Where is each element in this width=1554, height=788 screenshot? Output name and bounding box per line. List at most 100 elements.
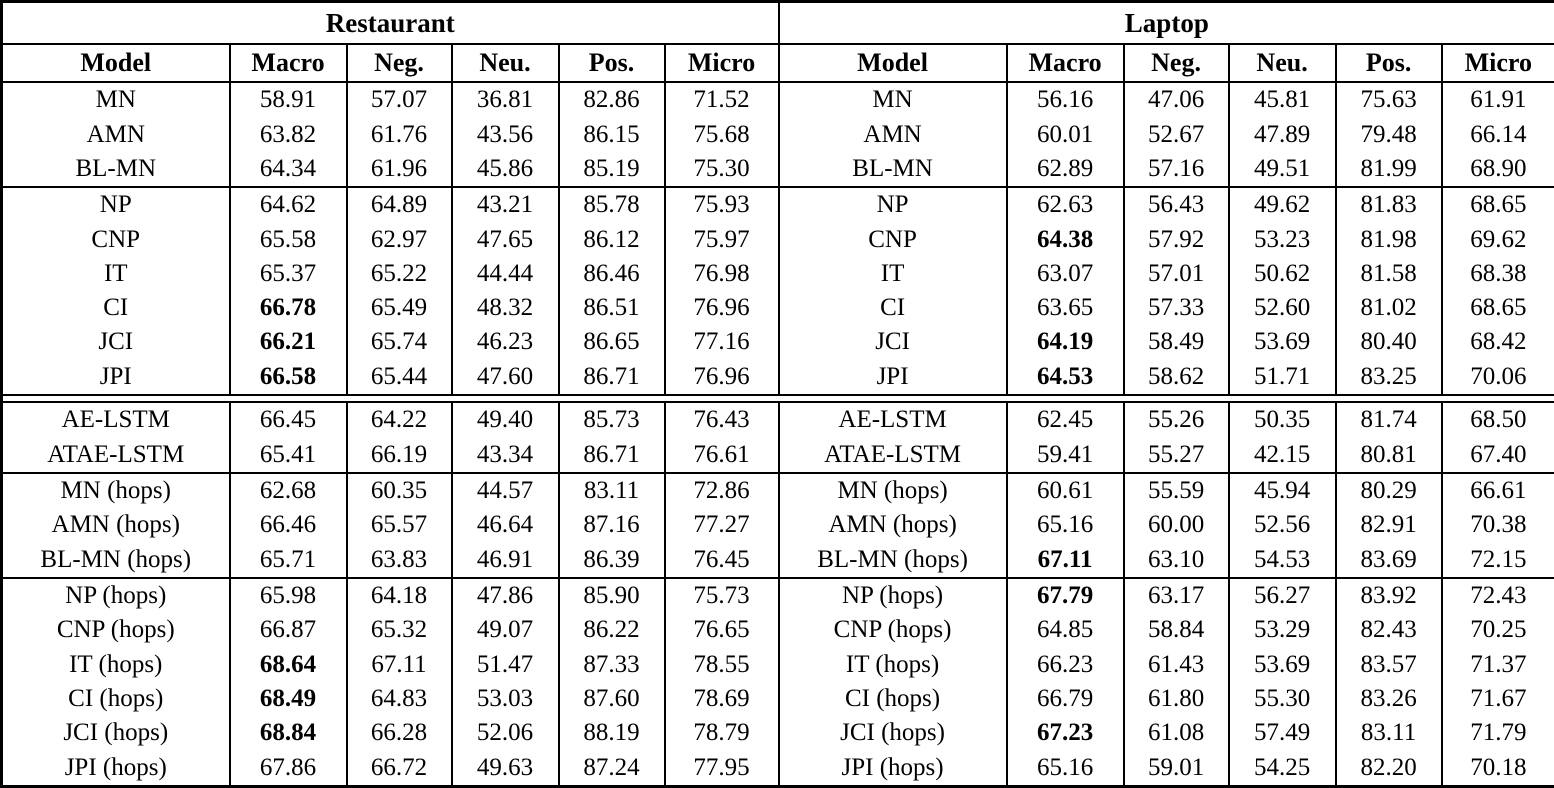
restaurant-macro-value-cell: 66.46 (228, 508, 347, 543)
restaurant-neu-value-cell: 43.34 (450, 437, 559, 473)
laptop-macro-value-cell: 64.38 (1005, 222, 1124, 257)
restaurant-model-cell: JCI (hops) (63, 719, 169, 747)
laptop-pos-value-cell: 80.29 (1334, 471, 1442, 509)
restaurant-model-cell: AE-LSTM (61, 406, 170, 434)
laptop-neg-value-cell: 55.27 (1122, 437, 1229, 473)
laptop-model-cell: JCI (hops) (777, 716, 1007, 751)
table-row: AMN 63.82 61.76 43.56 86.15 75.68 AMN 60.01 52.6… (2, 117, 1554, 152)
laptop-pos-value-cell: 83.69 (1334, 542, 1442, 578)
restaurant-neu-value-cell: 43.56 (450, 117, 559, 152)
table-row: JCI 66.21 65.74 46.23 86.65 77.16 JCI 64.19 58.4… (2, 325, 1554, 360)
laptop-micro-value-cell: 68.38 (1440, 256, 1554, 291)
restaurant-neg-value-cell: 64.22 (345, 402, 452, 438)
restaurant-pos-value-cell: 86.12 (557, 222, 665, 257)
laptop-model-cell: CI (hops) (777, 681, 1007, 717)
restaurant-micro-value-cell: 71.52 (663, 82, 779, 118)
table-row: CI 66.78 65.49 48.32 86.51 76.96 CI 63.65 57.33 5… (2, 290, 1554, 326)
restaurant-neg-value-cell: 61.96 (345, 151, 452, 187)
restaurant-pos-value-cell: 87.33 (557, 647, 665, 682)
restaurant-micro-value-cell: 75.30 (663, 151, 779, 187)
restaurant-neg-value-cell: 66.72 (345, 750, 452, 787)
restaurant-micro-value-cell: 72.86 (663, 471, 779, 509)
laptop-neg-value-cell: 56.43 (1122, 185, 1229, 223)
restaurant-neu-value-cell: 47.65 (450, 222, 559, 257)
restaurant-macro-value-cell: 64.62 (228, 185, 347, 223)
laptop-micro-value-cell: 71.67 (1440, 681, 1554, 717)
restaurant-macro-value-cell: 65.71 (228, 542, 347, 578)
table-row: CNP (hops) 66.87 65.32 49.07 86.22 76.65 CNP (… (2, 613, 1554, 648)
laptop-model-cell: AMN (hops) (777, 508, 1007, 543)
laptop-model-cell: AMN (777, 117, 1007, 152)
col-header-laptop-macro: Macro (1005, 44, 1124, 83)
restaurant-macro-value-cell: 65.41 (228, 437, 347, 473)
col-header-restaurant-macro: Macro (228, 44, 347, 83)
laptop-pos-value-cell: 82.20 (1334, 750, 1442, 787)
col-header-laptop-neu: Neu. (1227, 44, 1336, 83)
restaurant-macro-value-cell: 66.58 (228, 359, 347, 395)
restaurant-neg-value-cell: 64.89 (345, 185, 452, 223)
laptop-neu-value-cell: 52.56 (1227, 508, 1336, 543)
restaurant-pos-value-cell: 88.19 (557, 716, 665, 751)
restaurant-pos-value-cell: 86.46 (557, 256, 665, 291)
laptop-micro-value-cell: 69.62 (1440, 222, 1554, 257)
restaurant-model-cell: AMN (hops) (51, 511, 180, 539)
laptop-pos-value-cell: 82.91 (1334, 508, 1442, 543)
restaurant-neg-value-cell: 65.74 (345, 325, 452, 360)
restaurant-model-cell: CNP (91, 225, 141, 253)
laptop-micro-value-cell: 70.38 (1440, 508, 1554, 543)
laptop-pos-value-cell: 80.40 (1334, 325, 1442, 360)
laptop-macro-value-cell: 65.16 (1005, 508, 1124, 543)
restaurant-macro-value-cell: 58.91 (228, 82, 347, 118)
laptop-model-cell: ATAE-LSTM (777, 437, 1007, 473)
laptop-macro-value-cell: 60.01 (1005, 117, 1124, 152)
laptop-micro-value-cell: 66.14 (1440, 117, 1554, 152)
laptop-neg-value-cell: 52.67 (1122, 117, 1229, 152)
restaurant-micro-value-cell: 76.45 (663, 542, 779, 578)
restaurant-neg-value-cell: 66.28 (345, 716, 452, 751)
laptop-pos-value-cell: 83.11 (1334, 716, 1442, 751)
laptop-pos-value-cell: 81.58 (1334, 256, 1442, 291)
laptop-micro-value-cell: 68.90 (1440, 151, 1554, 187)
restaurant-neg-value-cell: 65.32 (345, 613, 452, 648)
restaurant-model-cell: CNP (hops) (56, 616, 175, 644)
laptop-micro-value-cell: 61.91 (1440, 82, 1554, 118)
restaurant-pos-value-cell: 86.22 (557, 613, 665, 648)
laptop-model-cell: NP (777, 185, 1007, 223)
restaurant-neu-value-cell: 45.86 (450, 151, 559, 187)
col-header-restaurant-pos: Pos. (557, 44, 665, 83)
laptop-pos-value-cell: 83.57 (1334, 647, 1442, 682)
col-header-restaurant-neg: Neg. (345, 44, 452, 83)
laptop-pos-value-cell: 83.26 (1334, 681, 1442, 717)
restaurant-model-cell: CI (103, 294, 129, 322)
restaurant-macro-value-cell: 65.58 (228, 222, 347, 257)
table-row: MN (hops) 62.68 60.35 44.57 83.11 72.86 MN (ho… (1, 471, 1554, 509)
laptop-pos-value-cell: 83.92 (1334, 576, 1442, 614)
laptop-macro-value-cell: 62.89 (1005, 151, 1124, 187)
table-row: NP 64.62 64.89 43.21 85.78 75.93 NP 62.63 56.43 4… (1, 185, 1554, 223)
laptop-macro-value-cell: 56.16 (1005, 82, 1124, 118)
restaurant-neu-value-cell: 36.81 (450, 82, 559, 118)
laptop-pos-value-cell: 83.25 (1334, 359, 1442, 395)
restaurant-neu-value-cell: 47.60 (450, 359, 559, 395)
dataset-title-row: Restaurant Laptop (1, 1, 1554, 45)
restaurant-macro-value-cell: 66.87 (228, 613, 347, 648)
laptop-neg-value-cell: 58.62 (1122, 359, 1229, 395)
laptop-neu-value-cell: 56.27 (1227, 576, 1336, 614)
col-header-restaurant-neu: Neu. (450, 44, 559, 83)
restaurant-pos-value-cell: 86.39 (557, 542, 665, 578)
table-row: IT (hops) 68.64 67.11 51.47 87.33 78.55 IT (ho… (2, 647, 1554, 682)
laptop-title: Laptop (777, 1, 1554, 45)
laptop-model-cell: NP (hops) (777, 576, 1007, 614)
restaurant-neu-value-cell: 43.21 (450, 185, 559, 223)
col-header-laptop-model: Model (777, 44, 1007, 83)
restaurant-model-cell: IT (103, 259, 128, 287)
laptop-neu-value-cell: 52.60 (1227, 290, 1336, 326)
laptop-neu-value-cell: 45.81 (1227, 82, 1336, 118)
laptop-pos-value-cell: 79.48 (1334, 117, 1442, 152)
col-header-laptop-pos: Pos. (1334, 44, 1442, 83)
laptop-neg-value-cell: 63.17 (1122, 576, 1229, 614)
laptop-pos-value-cell: 81.83 (1334, 185, 1442, 223)
laptop-neu-value-cell: 53.23 (1227, 222, 1336, 257)
laptop-neg-value-cell: 57.01 (1122, 256, 1229, 291)
